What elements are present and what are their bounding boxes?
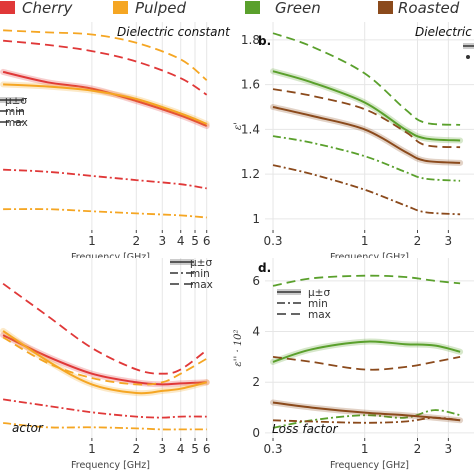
color-legend: Cherry Pulped Green Roasted bbox=[0, 0, 460, 17]
series-line-green-mean bbox=[272, 70, 461, 142]
series-line-cherry-min bbox=[2, 398, 207, 419]
x-tick-label: 1 bbox=[88, 442, 96, 456]
series-line-pulped-min bbox=[3, 208, 207, 219]
legend-label-pulped: Pulped bbox=[135, 0, 186, 17]
x-tick-label: 3 bbox=[445, 442, 453, 456]
key-label-max: max bbox=[308, 309, 331, 321]
y-tick-label: 2 bbox=[252, 375, 260, 389]
key-label-mean: μ±σ bbox=[5, 95, 27, 107]
series-line-roasted-min bbox=[272, 164, 461, 216]
series-line-pulped-mean bbox=[2, 330, 207, 395]
x-tick-label: 6 bbox=[203, 442, 211, 456]
x-tick-label: 5 bbox=[191, 234, 199, 248]
series-line-pulped-max bbox=[3, 29, 208, 81]
plot-area bbox=[265, 22, 474, 230]
plot-area bbox=[265, 258, 474, 438]
plot-area bbox=[0, 258, 221, 438]
series-group bbox=[0, 29, 210, 219]
x-axis-label: Frequency [GHz] bbox=[71, 460, 150, 471]
series-line-cherry-max bbox=[3, 39, 208, 96]
key-sample-min-clipped bbox=[466, 55, 470, 59]
series-line-green-max bbox=[272, 274, 461, 287]
y-axis-label: ε'' · 10² bbox=[233, 329, 244, 366]
series-line-cherry-mean bbox=[2, 334, 207, 386]
x-tick-label: 1 bbox=[361, 234, 369, 248]
x-tick-label: 4 bbox=[177, 442, 185, 456]
panel-letter: b. bbox=[258, 34, 271, 48]
y-tick-label: 1.8 bbox=[241, 33, 260, 47]
series-line-roasted-max bbox=[272, 356, 461, 371]
key-label-mean: μ±σ bbox=[190, 257, 212, 269]
series-group bbox=[270, 274, 464, 429]
series-line-green-max bbox=[272, 32, 461, 126]
panel-d: 0.3 1 2 3 0 2 4 6 Frequency [GHz] ε'' · 10² Loss f… bbox=[233, 258, 474, 471]
legend-label-green: Green bbox=[275, 0, 321, 17]
series-line-green-mean bbox=[272, 340, 461, 363]
series-line-roasted-max bbox=[272, 88, 461, 149]
key-label-mean: μ±σ bbox=[308, 287, 330, 299]
panel-title: Loss factor bbox=[272, 422, 339, 436]
series-line-green-min bbox=[272, 135, 461, 182]
series-group bbox=[0, 282, 210, 431]
x-tick-label: 2 bbox=[132, 442, 140, 456]
series-line-roasted-min bbox=[272, 416, 461, 424]
key-label-min: min bbox=[308, 298, 328, 310]
key-label-max: max bbox=[190, 279, 213, 291]
series-line-cherry-max bbox=[2, 282, 208, 375]
key-label-max: max bbox=[5, 117, 28, 129]
legend-swatch-cherry bbox=[0, 1, 15, 14]
panel-title: Dielectric bbox=[415, 25, 472, 39]
x-tick-label: 1 bbox=[88, 234, 96, 248]
x-tick-label: 5 bbox=[191, 442, 199, 456]
panel-a: 1 2 3 4 5 6 Frequency [GHz] Dielectric constant… bbox=[0, 22, 231, 263]
legend-swatch-green bbox=[245, 1, 260, 14]
x-axis-label: Frequency [GHz] bbox=[330, 460, 409, 471]
series-line-pulped-max bbox=[2, 336, 208, 386]
legend-label-cherry: Cherry bbox=[22, 0, 74, 17]
y-tick-label: 1.6 bbox=[241, 78, 260, 92]
legend-swatch-pulped bbox=[113, 1, 128, 14]
series-line-pulped-mean bbox=[3, 83, 208, 125]
series-line-cherry-min bbox=[3, 168, 207, 190]
x-tick-label: 3 bbox=[158, 234, 166, 248]
x-axis-label: Frequency [GHz] bbox=[330, 252, 409, 263]
x-tick-label: 1 bbox=[361, 442, 369, 456]
series-group bbox=[270, 32, 464, 216]
x-tick-label: 0.3 bbox=[263, 442, 282, 456]
y-axis-label: ε' bbox=[233, 122, 244, 130]
y-tick-label: 0 bbox=[252, 426, 260, 440]
x-tick-label: 0.3 bbox=[263, 234, 282, 248]
panel-letter: d. bbox=[258, 261, 271, 275]
x-tick-label: 2 bbox=[132, 234, 140, 248]
y-tick-label: 1.4 bbox=[241, 122, 260, 136]
y-tick-label: 6 bbox=[252, 274, 260, 288]
panel-title: actor bbox=[12, 421, 44, 435]
key-label-min: min bbox=[190, 268, 210, 280]
x-tick-label: 6 bbox=[203, 234, 211, 248]
panel-title: Dielectric constant bbox=[117, 25, 231, 39]
y-tick-label: 4 bbox=[252, 325, 260, 339]
plot-area bbox=[0, 22, 221, 230]
key-label-min: min bbox=[5, 106, 25, 118]
x-axis-label: Frequency [GHz] bbox=[71, 252, 150, 263]
y-tick-label: 1 bbox=[252, 212, 260, 226]
legend-label-roasted: Roasted bbox=[398, 0, 460, 17]
series-line-pulped-min bbox=[3, 422, 207, 431]
series-line-roasted-mean bbox=[272, 106, 461, 164]
y-tick-label: 1.2 bbox=[241, 167, 260, 181]
x-tick-label: 3 bbox=[158, 442, 166, 456]
x-tick-label: 4 bbox=[177, 234, 185, 248]
x-tick-label: 2 bbox=[414, 442, 422, 456]
x-tick-label: 3 bbox=[445, 234, 453, 248]
legend-swatch-roasted bbox=[378, 1, 393, 14]
x-tick-label: 2 bbox=[414, 234, 422, 248]
